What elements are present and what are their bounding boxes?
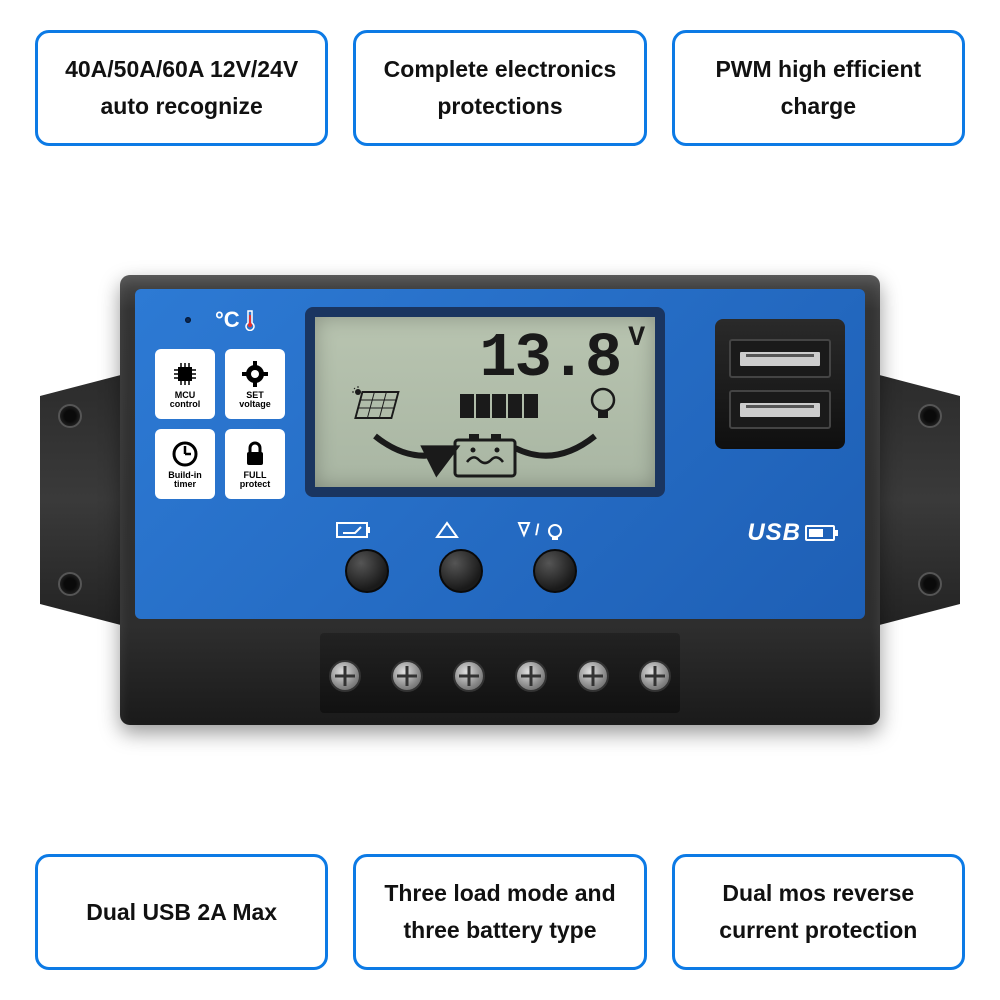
feature-text: three battery type [366, 912, 633, 949]
usb-label: USB [747, 519, 835, 547]
feature-text: auto recognize [48, 88, 315, 125]
usb-port-1[interactable] [729, 339, 831, 378]
battery-bars-icon [460, 394, 538, 418]
terminal-screw[interactable] [577, 660, 609, 692]
mount-hole-icon [918, 572, 942, 596]
feature-icon-grid: MCU control SET voltage Build-in timer [155, 349, 285, 499]
terminal-block [320, 633, 680, 713]
voltage-readout: 13.8 V [327, 323, 643, 394]
bulb-icon [588, 386, 618, 426]
svg-text:/: / [535, 522, 540, 539]
voltage-unit: V [628, 323, 643, 354]
feature-box: 40A/50A/60A 12V/24V auto recognize [35, 30, 328, 146]
terminal-screw[interactable] [453, 660, 485, 692]
feature-box: PWM high efficient charge [672, 30, 965, 146]
mount-hole-icon [918, 404, 942, 428]
mcu-control-icon: MCU control [155, 349, 215, 419]
lcd-display: 13.8 V [305, 307, 665, 497]
terminal-screw[interactable] [391, 660, 423, 692]
solar-controller-device: °C MCU control SET voltage [40, 275, 960, 725]
build-in-timer-icon: Build-in timer [155, 429, 215, 499]
menu-button[interactable] [345, 549, 389, 593]
fact-label: timer [174, 480, 196, 489]
usb-port-block [715, 319, 845, 449]
feature-text: charge [685, 88, 952, 125]
usb-port-2[interactable] [729, 390, 831, 429]
terminal-screw[interactable] [515, 660, 547, 692]
led-indicator-icon [185, 317, 191, 323]
battery-icon [805, 525, 835, 541]
feature-box: Dual mos reverse current protection [672, 854, 965, 970]
feature-box: Three load mode and three battery type [353, 854, 646, 970]
thermometer-icon: °C [215, 307, 264, 333]
feature-text: current protection [685, 912, 952, 949]
usb-label-text: USB [747, 519, 801, 547]
feature-text: protections [366, 88, 633, 125]
bottom-feature-row: Dual USB 2A Max Three load mode and thre… [35, 854, 965, 970]
terminal-screw[interactable] [639, 660, 671, 692]
feature-text: PWM high efficient [685, 51, 952, 88]
physical-buttons [345, 549, 577, 593]
set-voltage-icon: SET voltage [225, 349, 285, 419]
feature-box: Dual USB 2A Max [35, 854, 328, 970]
device-front-panel: °C MCU control SET voltage [135, 289, 865, 619]
fact-label: protect [240, 480, 271, 489]
feature-text: Dual USB 2A Max [48, 894, 315, 931]
solar-panel-icon [352, 386, 402, 426]
battery-menu-icon [335, 519, 383, 541]
up-icon [423, 519, 471, 541]
down-light-icon: / [511, 519, 571, 541]
top-feature-row: 40A/50A/60A 12V/24V auto recognize Compl… [35, 30, 965, 146]
feature-text: 40A/50A/60A 12V/24V [48, 51, 315, 88]
down-button[interactable] [533, 549, 577, 593]
temp-label: °C [215, 307, 240, 333]
feature-text: Complete electronics [366, 51, 633, 88]
full-protect-icon: FULL protect [225, 429, 285, 499]
feature-text: Three load mode and [366, 875, 633, 912]
feature-text: Dual mos reverse [685, 875, 952, 912]
mount-hole-icon [58, 404, 82, 428]
device-body: °C MCU control SET voltage [120, 275, 880, 725]
up-button[interactable] [439, 549, 483, 593]
fact-label: control [170, 400, 201, 409]
fact-label: voltage [239, 400, 271, 409]
voltage-value: 13.8 [479, 323, 620, 394]
product-image-region: °C MCU control SET voltage [35, 171, 965, 830]
terminal-screw[interactable] [329, 660, 361, 692]
button-label-row: / [335, 519, 571, 541]
feature-box: Complete electronics protections [353, 30, 646, 146]
mount-hole-icon [58, 572, 82, 596]
lcd-battery-row [327, 428, 643, 478]
